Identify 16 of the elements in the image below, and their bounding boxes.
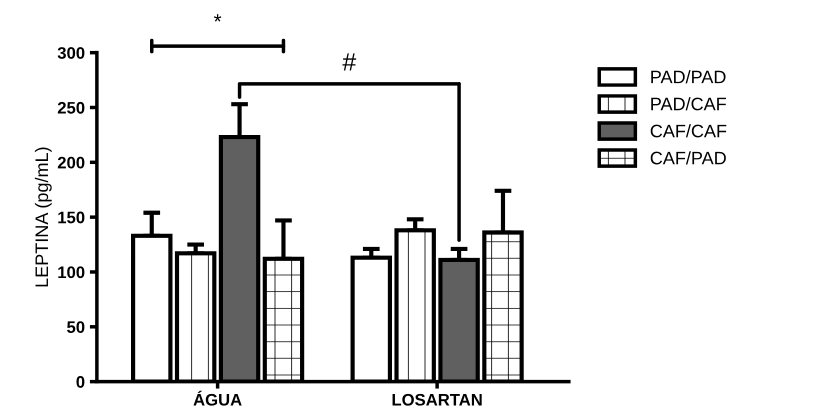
x-tick-label: ÁGUA: [193, 390, 242, 406]
y-axis-title: LEPTINA (pg/mL): [34, 148, 52, 286]
annotation: #: [342, 53, 356, 71]
y-tick-label: 200: [58, 156, 84, 169]
legend-label: PAD/PAD: [651, 70, 726, 84]
legend-label: CAF/CAF: [650, 124, 726, 138]
y-tick-label: 150: [58, 212, 84, 224]
y-tick-label: 100: [58, 266, 84, 278]
y-tick-label: 0: [76, 376, 84, 388]
legend-label: PAD/CAF: [651, 97, 726, 110]
y-tick-label: 250: [58, 102, 84, 114]
x-tick-label: LOSARTAN: [392, 394, 482, 406]
text: *: [214, 14, 222, 22]
y-tick-label: 300: [58, 47, 84, 59]
y-tick-label: 50: [67, 321, 84, 334]
legend-label: CAF/PAD: [650, 151, 726, 164]
